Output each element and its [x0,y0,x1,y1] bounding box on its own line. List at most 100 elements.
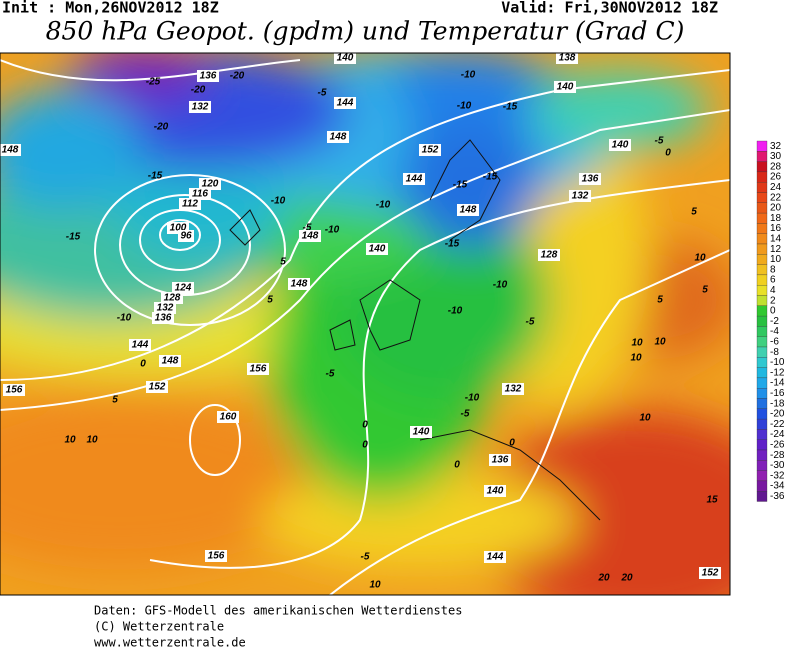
contour-label: 144 [487,552,504,563]
colorbar-label: 12 [770,244,782,255]
contour-label-box [146,381,168,393]
temperature-field [0,53,730,595]
contour-label-box [484,551,506,563]
map-frame [0,52,731,596]
contour-label: -10 [271,196,286,207]
contour-label: 0 [362,420,368,431]
colorbar-label: 2 [770,295,776,306]
contour-label-box [247,363,269,375]
contour-label-box [189,101,211,113]
contour-label-box [366,243,388,255]
colorbar-swatch [756,336,768,348]
colorbar-swatch [756,388,768,399]
colorbar-label: 6 [770,275,776,286]
colorbar-swatch [756,264,768,276]
contour-label: -15 [503,102,518,113]
colorbar-swatch [756,346,768,358]
contour-label: -10 [465,393,480,404]
colorbar-swatch [756,212,768,224]
colorbar-label: -34 [770,481,785,492]
contour-label: 140 [557,82,574,93]
contour-label: 156 [250,364,267,375]
contour-label: -5 [303,223,312,234]
contour-label-box [334,53,356,64]
contour-label: 5 [280,257,286,268]
contour-label: 5 [657,295,663,306]
colorbar-label: -22 [770,419,785,430]
contour-label: -20 [230,71,245,82]
colorbar-swatch [756,171,768,183]
contour-label: 0 [362,440,368,451]
colorbar-label: -16 [770,388,785,399]
contour-label: 10 [694,253,706,264]
footer-line: (C) Wetterzentrale [94,620,224,634]
colorbar-swatch [756,367,768,379]
contour-label-box [3,384,25,396]
contour-label-box [502,383,524,395]
colorbar-label: -10 [770,357,785,368]
contour-label: 132 [572,191,589,202]
contour-label: -10 [325,225,340,236]
contour-label-box [129,339,151,351]
contour-label-box [154,302,176,314]
contour-label: 10 [654,337,666,348]
contour-label: -20 [191,85,206,96]
contour-label-box [484,485,506,497]
contour-label-box [554,81,576,93]
colorbar-label: -8 [770,347,779,358]
contour-label: 148 [2,145,19,156]
colorbar-label: -24 [770,429,785,440]
coastlines [229,139,601,521]
contour-label-box [288,278,310,290]
contour-label: 136 [492,455,509,466]
contour-label: 10 [64,435,76,446]
contour-label: 140 [413,427,430,438]
contour-label: -15 [445,239,460,250]
contour-label: 156 [208,551,225,562]
contour-label: 148 [291,279,308,290]
contour-label: 10 [631,338,643,349]
colorbar-swatch [756,285,768,296]
contour-label: 5 [267,295,273,306]
colorbar-swatch [756,295,768,306]
contour-label: -5 [326,369,335,380]
contour-label: 0 [454,460,460,471]
contour-label-box [159,355,181,367]
contour-label: 136 [200,71,217,82]
contour-label: 0 [140,359,146,370]
colorbar-label: 18 [770,213,782,224]
colorbar-label: -14 [770,378,785,389]
contour-label-box [579,173,601,185]
contour-label-box [699,567,721,579]
colorbar-label: -36 [770,491,785,502]
contour-label-box [178,230,194,242]
contour-label-box [197,70,219,82]
footer-line: www.wetterzentrale.de [94,636,246,649]
contour-label: 10 [369,580,381,591]
contour-label: 152 [702,568,719,579]
colorbar-swatch [756,408,768,420]
contour-label: 15 [706,495,718,506]
contour-label-box [327,131,349,143]
colorbar-label: 28 [770,161,782,172]
contour-label-box [299,230,321,242]
colorbar-swatch [756,151,768,162]
colorbar-swatch [756,274,768,286]
colorbar-swatch [756,429,768,440]
colorbar-swatch [756,470,768,482]
colorbar-swatch [756,326,768,337]
colorbar-swatch [756,192,768,203]
contour-label-box [199,178,221,190]
contour-label: 152 [149,382,166,393]
contour-label: -25 [146,77,161,88]
contour-label: 128 [164,293,181,304]
contour-label-box [0,144,21,156]
colorbar-swatch [756,233,768,245]
colorbar-swatch [756,202,768,214]
init-time: Init : Mon,26NOV2012 18Z [2,0,219,17]
contour-label: -10 [461,70,476,81]
colorbar-label: 0 [770,306,776,317]
contour-label: 148 [162,356,179,367]
colorbar-swatch [756,449,768,461]
